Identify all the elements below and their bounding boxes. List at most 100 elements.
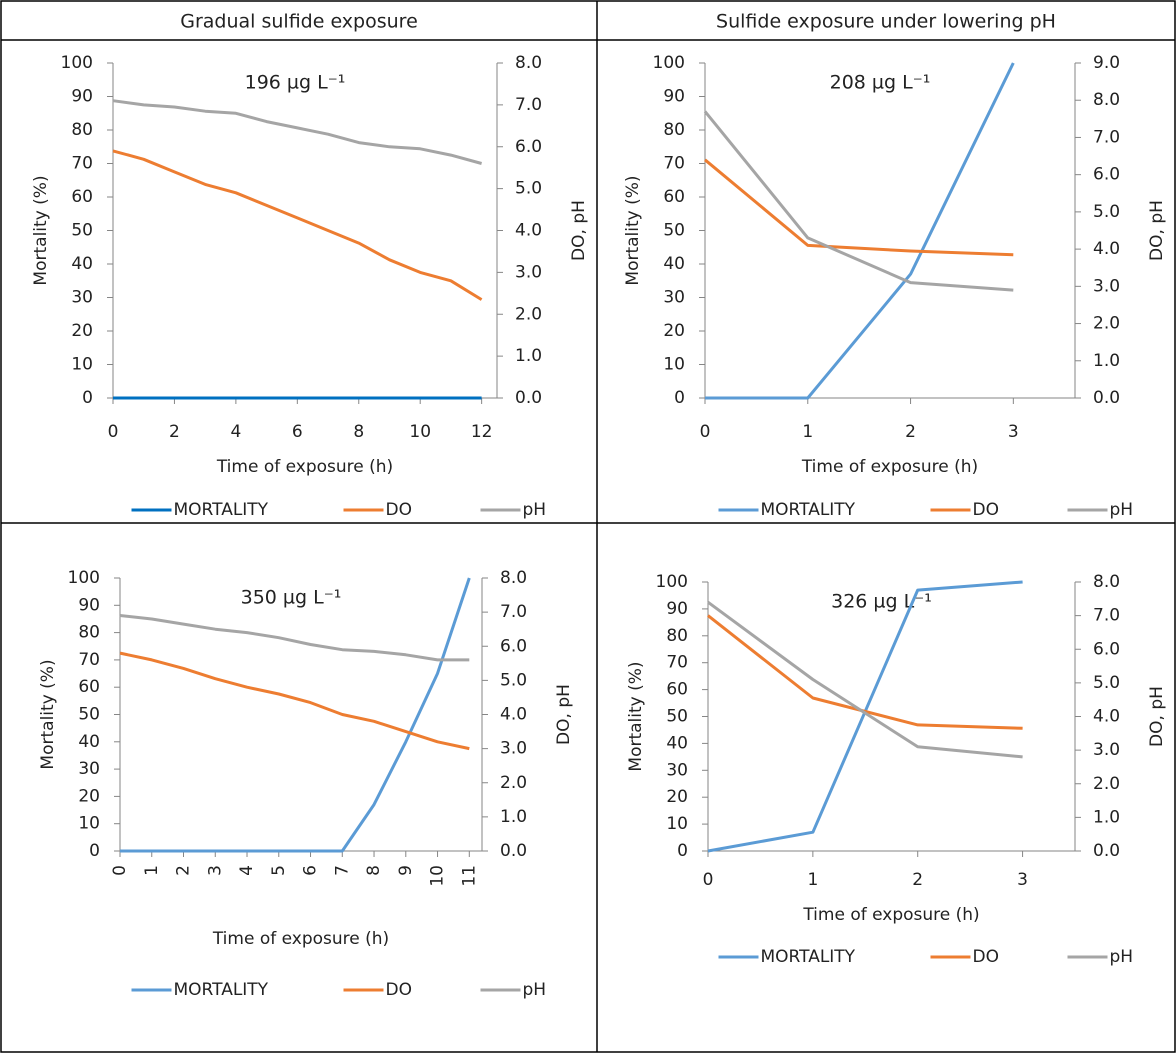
- y2-tick-label: 4.0: [1093, 707, 1120, 727]
- x-tick-label: 2: [169, 422, 180, 442]
- y-tick-label: 50: [663, 221, 685, 241]
- chart-title: 350 µg L⁻¹: [241, 587, 342, 609]
- y-tick-label: 40: [78, 732, 100, 752]
- series-line: [112, 149, 483, 301]
- y-tick-label: 50: [666, 707, 688, 727]
- legend-label: MORTALITY: [761, 500, 856, 520]
- y2-tick-label: 2.0: [500, 773, 527, 793]
- y2-tick-label: 4.0: [1093, 239, 1120, 259]
- y-axis-label: Mortality (%): [31, 175, 51, 285]
- y2-tick-label: 4.0: [515, 221, 542, 241]
- series-line: [119, 614, 470, 662]
- y-axis-label: Mortality (%): [38, 659, 58, 769]
- x-tick-label: 0: [703, 870, 714, 890]
- y2-tick-label: 6.0: [515, 137, 542, 157]
- x-tick-label: 0: [700, 422, 711, 442]
- y2-axis-label: DO, pH: [1147, 686, 1167, 747]
- series-line: [119, 651, 470, 751]
- series-line: [707, 580, 1023, 853]
- y-tick-label: 90: [71, 87, 93, 107]
- x-axis-label: Time of exposure (h): [802, 905, 979, 925]
- y2-tick-label: 1.0: [1093, 807, 1120, 827]
- y-tick-label: 30: [78, 759, 100, 779]
- series-line: [705, 62, 1015, 400]
- x-tick-label: 7: [332, 865, 352, 876]
- y2-tick-label: 8.0: [1093, 90, 1120, 110]
- x-tick-label: 2: [174, 865, 194, 876]
- y-tick-label: 60: [666, 680, 688, 700]
- legend-label: DO: [386, 500, 412, 520]
- column-header: Gradual sulfide exposure: [180, 11, 418, 33]
- y-tick-label: 0: [674, 388, 685, 408]
- y-tick-label: 20: [71, 321, 93, 341]
- x-tick-label: 6: [292, 422, 303, 442]
- y2-tick-label: 0.0: [1093, 388, 1120, 408]
- y-tick-label: 20: [663, 321, 685, 341]
- x-tick-label: 1: [802, 422, 813, 442]
- y-tick-label: 40: [71, 254, 93, 274]
- y-tick-label: 70: [666, 653, 688, 673]
- y2-tick-label: 2.0: [1093, 774, 1120, 794]
- y-tick-label: 70: [78, 650, 100, 670]
- y-tick-label: 70: [663, 154, 685, 174]
- legend-label: DO: [973, 947, 999, 967]
- y2-tick-label: 7.0: [1093, 606, 1120, 626]
- y-tick-label: 100: [656, 572, 688, 592]
- y2-tick-label: 7.0: [500, 602, 527, 622]
- legend-label: pH: [523, 980, 547, 1000]
- x-tick-label: 2: [912, 870, 923, 890]
- chart-title: 196 µg L⁻¹: [245, 72, 346, 94]
- y2-tick-label: 1.0: [1093, 351, 1120, 371]
- y-tick-label: 100: [653, 53, 685, 73]
- x-tick-label: 10: [428, 865, 448, 887]
- y-tick-label: 0: [89, 841, 100, 861]
- series-line: [112, 99, 482, 165]
- legend-label: MORTALITY: [174, 980, 269, 1000]
- y-tick-label: 70: [71, 154, 93, 174]
- y2-tick-label: 5.0: [515, 179, 542, 199]
- legend-label: MORTALITY: [761, 947, 856, 967]
- y-tick-label: 90: [666, 599, 688, 619]
- series-line: [120, 577, 471, 853]
- y-axis-label: Mortality (%): [626, 661, 646, 771]
- x-axis-label: Time of exposure (h): [801, 457, 978, 477]
- x-tick-label: 0: [108, 422, 119, 442]
- y2-tick-label: 3.0: [1093, 276, 1120, 296]
- y-tick-label: 80: [78, 623, 100, 643]
- x-tick-label: 2: [905, 422, 916, 442]
- y2-tick-label: 8.0: [515, 53, 542, 73]
- x-tick-label: 3: [1017, 870, 1028, 890]
- series-line: [704, 158, 1014, 257]
- y-tick-label: 10: [71, 355, 93, 375]
- x-tick-label: 1: [142, 865, 162, 876]
- y-tick-label: 80: [71, 120, 93, 140]
- x-tick-label: 8: [353, 422, 364, 442]
- x-tick-label: 3: [205, 865, 225, 876]
- y-tick-label: 10: [78, 814, 100, 834]
- chart-title: 208 µg L⁻¹: [830, 72, 931, 94]
- y2-tick-label: 5.0: [1093, 202, 1120, 222]
- y2-tick-label: 3.0: [500, 739, 527, 759]
- y2-tick-label: 8.0: [1093, 572, 1120, 592]
- y2-tick-label: 8.0: [500, 568, 527, 588]
- y2-tick-label: 1.0: [515, 346, 542, 366]
- y2-axis-label: DO, pH: [1147, 200, 1167, 261]
- y-tick-label: 30: [71, 288, 93, 308]
- x-tick-label: 1: [807, 870, 818, 890]
- y-tick-label: 20: [78, 786, 100, 806]
- x-tick-label: 4: [237, 865, 257, 876]
- y-tick-label: 20: [666, 787, 688, 807]
- y2-tick-label: 0.0: [515, 388, 542, 408]
- y-tick-label: 50: [78, 705, 100, 725]
- y-tick-label: 60: [71, 187, 93, 207]
- x-tick-label: 11: [459, 865, 479, 887]
- y-tick-label: 10: [666, 814, 688, 834]
- y2-tick-label: 3.0: [1093, 740, 1120, 760]
- legend-label: MORTALITY: [174, 500, 269, 520]
- y2-tick-label: 2.0: [1093, 314, 1120, 334]
- y2-axis-label: DO, pH: [569, 200, 589, 261]
- y2-tick-label: 5.0: [500, 670, 527, 690]
- y-tick-label: 40: [663, 254, 685, 274]
- legend-label: DO: [973, 500, 999, 520]
